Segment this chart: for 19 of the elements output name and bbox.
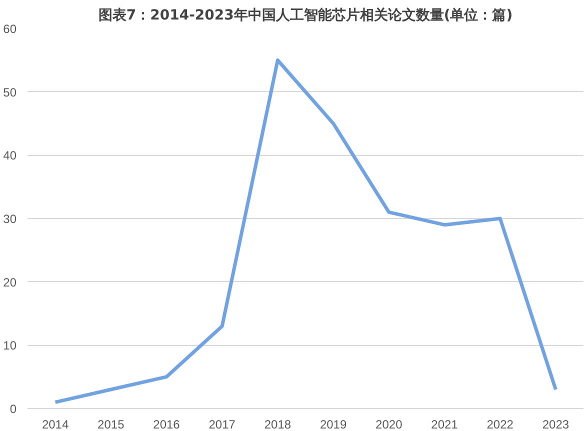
y-tick-label: 60 (3, 22, 17, 36)
x-tick-label: 2017 (208, 418, 236, 431)
y-tick-label: 0 (10, 402, 17, 416)
x-tick-label: 2019 (320, 418, 347, 431)
x-tick-label: 2021 (431, 418, 458, 431)
y-tick-label: 50 (3, 85, 17, 100)
x-tick-label: 2014 (42, 418, 69, 431)
y-tick-label: 20 (3, 275, 17, 290)
x-tick-label: 2016 (153, 418, 180, 431)
y-tick-label: 30 (3, 212, 17, 226)
line-series (54, 58, 558, 404)
y-tick-label: 10 (3, 338, 17, 353)
chart-title: 图表7：2014-2023年中国人工智能芯片相关论文数量(单位：篇) (98, 6, 513, 24)
x-tick-label: 2020 (376, 418, 403, 431)
x-tick-label: 2022 (486, 418, 514, 431)
x-tick-label: 2018 (264, 418, 292, 431)
x-tick-label: 2023 (542, 418, 570, 431)
x-tick-label: 2015 (98, 418, 125, 431)
y-tick-label: 40 (3, 148, 17, 163)
